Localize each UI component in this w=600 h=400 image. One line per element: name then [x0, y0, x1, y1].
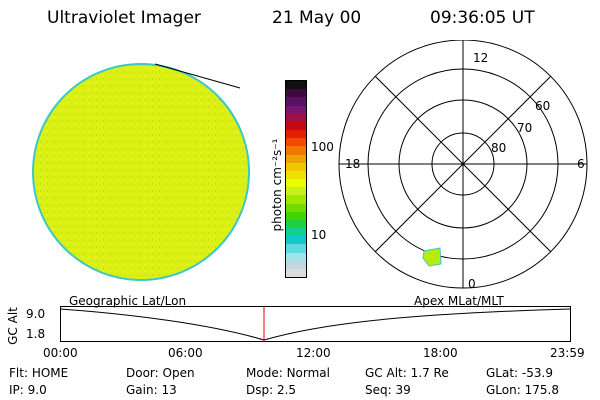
colorbar-swatch: [286, 187, 306, 196]
info-dsp: Dsp: 2.5: [246, 383, 297, 397]
x-tick-1800: 18:00: [423, 346, 458, 360]
colorbar-swatch: [286, 244, 306, 253]
earth-disk-image: [32, 63, 250, 281]
colorbar: [285, 80, 307, 278]
mlt-label-0: 0: [468, 277, 476, 291]
x-tick-0000: 00:00: [43, 346, 78, 360]
colorbar-swatch: [286, 113, 306, 122]
colorbar-swatch: [286, 236, 306, 245]
mlt-label-12: 12: [473, 51, 488, 65]
aurora-patch: [422, 247, 442, 267]
colorbar-swatch: [286, 179, 306, 188]
colorbar-swatch: [286, 81, 306, 90]
colorbar-tick-100: 100: [311, 140, 334, 154]
sun-direction-line: [154, 63, 241, 89]
info-flt: Flt: HOME: [9, 366, 69, 380]
colorbar-swatch: [286, 130, 306, 139]
timeline-ytick-top: 9.0: [26, 307, 46, 321]
x-tick-0600: 06:00: [168, 346, 203, 360]
mlt-label-18: 18: [345, 157, 360, 171]
lat-label-70: 70: [517, 121, 532, 135]
colorbar-swatch: [286, 154, 306, 163]
colorbar-swatch: [286, 146, 306, 155]
colorbar-swatch: [286, 97, 306, 106]
info-gain: Gain: 13: [126, 383, 177, 397]
colorbar-swatch: [286, 268, 306, 278]
polar-plot: 12 18 6 0 60 70 80: [338, 40, 588, 291]
colorbar-swatch: [286, 211, 306, 220]
altitude-timeline: [60, 306, 571, 342]
info-gc-alt: GC Alt: 1.7 Re: [365, 366, 449, 380]
info-mode: Mode: Normal: [246, 366, 330, 380]
colorbar-swatch: [286, 203, 306, 212]
info-ip: IP: 9.0: [9, 383, 47, 397]
colorbar-swatch: [286, 252, 306, 261]
colorbar-swatch: [286, 89, 306, 98]
info-glon: GLon: 175.8: [486, 383, 559, 397]
colorbar-units-label: photon cm⁻²s⁻¹: [270, 138, 284, 232]
altitude-curve: [60, 308, 571, 341]
info-seq: Seq: 39: [365, 383, 411, 397]
timeline-title-geographic: Geographic Lat/Lon: [69, 294, 187, 308]
colorbar-swatch: [286, 105, 306, 114]
colorbar-swatch: [286, 138, 306, 147]
time-label: 09:36:05 UT: [430, 8, 535, 28]
date-label: 21 May 00: [272, 8, 362, 28]
info-glat: GLat: -53.9: [486, 366, 553, 380]
x-tick-1200: 12:00: [296, 346, 331, 360]
colorbar-swatch: [286, 195, 306, 204]
colorbar-swatch: [286, 162, 306, 171]
colorbar-swatch: [286, 260, 306, 269]
mlt-label-6: 6: [577, 157, 585, 171]
timeline-title-apex: Apex MLat/MLT: [414, 294, 504, 308]
colorbar-tick-10: 10: [311, 228, 327, 242]
colorbar-swatch: [286, 121, 306, 131]
colorbar-swatch: [286, 170, 306, 180]
lat-label-80: 80: [491, 141, 506, 155]
timeline-ytick-bottom: 1.8: [26, 327, 46, 341]
lat-label-60: 60: [535, 99, 550, 113]
timeline-ylabel: GC Alt: [6, 307, 20, 345]
instrument-title: Ultraviolet Imager: [47, 8, 201, 28]
colorbar-swatch: [286, 219, 306, 229]
colorbar-swatch: [286, 228, 306, 237]
x-tick-2359: 23:59: [550, 346, 585, 360]
earth-disk: [32, 63, 250, 281]
info-door: Door: Open: [126, 366, 195, 380]
